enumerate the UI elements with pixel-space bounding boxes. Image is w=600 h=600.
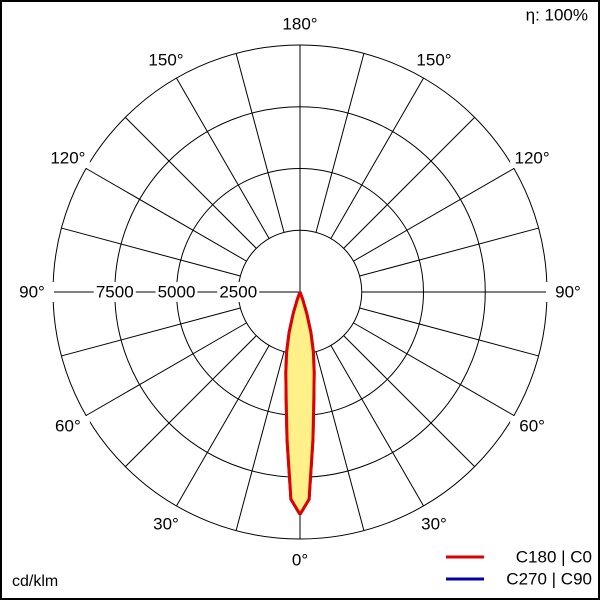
- spoke: [235, 53, 285, 233]
- angle-label: 120°: [515, 148, 550, 167]
- angle-label: 30°: [421, 515, 447, 534]
- tick-label-bg: [155, 282, 198, 302]
- spoke: [353, 322, 515, 416]
- spoke: [343, 116, 476, 249]
- spoke: [359, 307, 539, 357]
- spoke: [330, 345, 424, 507]
- spoke: [176, 345, 270, 507]
- tick-label-bg: [93, 282, 136, 302]
- angle-label-bg: [510, 148, 555, 168]
- spoke: [85, 322, 247, 416]
- spoke: [359, 227, 539, 277]
- spoke: [176, 77, 270, 239]
- legend-label: C180 | C0: [516, 547, 592, 566]
- spoke: [61, 227, 241, 277]
- angle-label: 0°: [292, 550, 308, 569]
- angle-label-bg: [10, 282, 54, 302]
- angle-label-bg: [45, 416, 90, 436]
- tick-label-bg: [217, 282, 260, 302]
- intensity-curve: [284, 291, 302, 516]
- r-tick-label: 5000: [158, 282, 196, 301]
- angle-label: 90°: [555, 282, 581, 301]
- angle-label-bg: [412, 49, 456, 70]
- spoke: [235, 351, 285, 531]
- angle-label: 150°: [416, 50, 451, 69]
- angle-label-bg: [144, 514, 188, 535]
- angle-label: 30°: [153, 515, 179, 534]
- angle-label: 60°: [55, 416, 81, 435]
- angle-label-bg: [278, 550, 322, 570]
- spoke: [353, 168, 515, 262]
- spoke: [330, 77, 424, 239]
- legend-label: C270 | C90: [506, 569, 592, 588]
- r-tick-label: 2500: [219, 282, 257, 301]
- efficiency-label: η: 100%: [526, 5, 588, 24]
- intensity-curve: [298, 291, 316, 516]
- spoke: [61, 307, 241, 357]
- r-tick-label: 7500: [96, 282, 134, 301]
- spoke: [315, 53, 365, 233]
- unit-label: cd/klm: [12, 573, 58, 590]
- angle-label: 60°: [519, 416, 545, 435]
- angle-label-bg: [546, 282, 590, 302]
- spoke: [85, 168, 247, 262]
- angle-label-bg: [510, 416, 555, 436]
- angle-label-bg: [144, 49, 188, 70]
- spoke: [343, 335, 476, 468]
- angle-label: 120°: [50, 148, 85, 167]
- spoke: [124, 335, 257, 468]
- spoke: [124, 116, 257, 249]
- angle-label-bg: [278, 14, 322, 34]
- angle-label: 180°: [282, 14, 317, 33]
- angle-label-bg: [45, 148, 90, 168]
- angle-label: 150°: [148, 50, 183, 69]
- angle-label-bg: [412, 514, 456, 535]
- angle-label: 90°: [19, 282, 45, 301]
- spoke: [315, 351, 365, 531]
